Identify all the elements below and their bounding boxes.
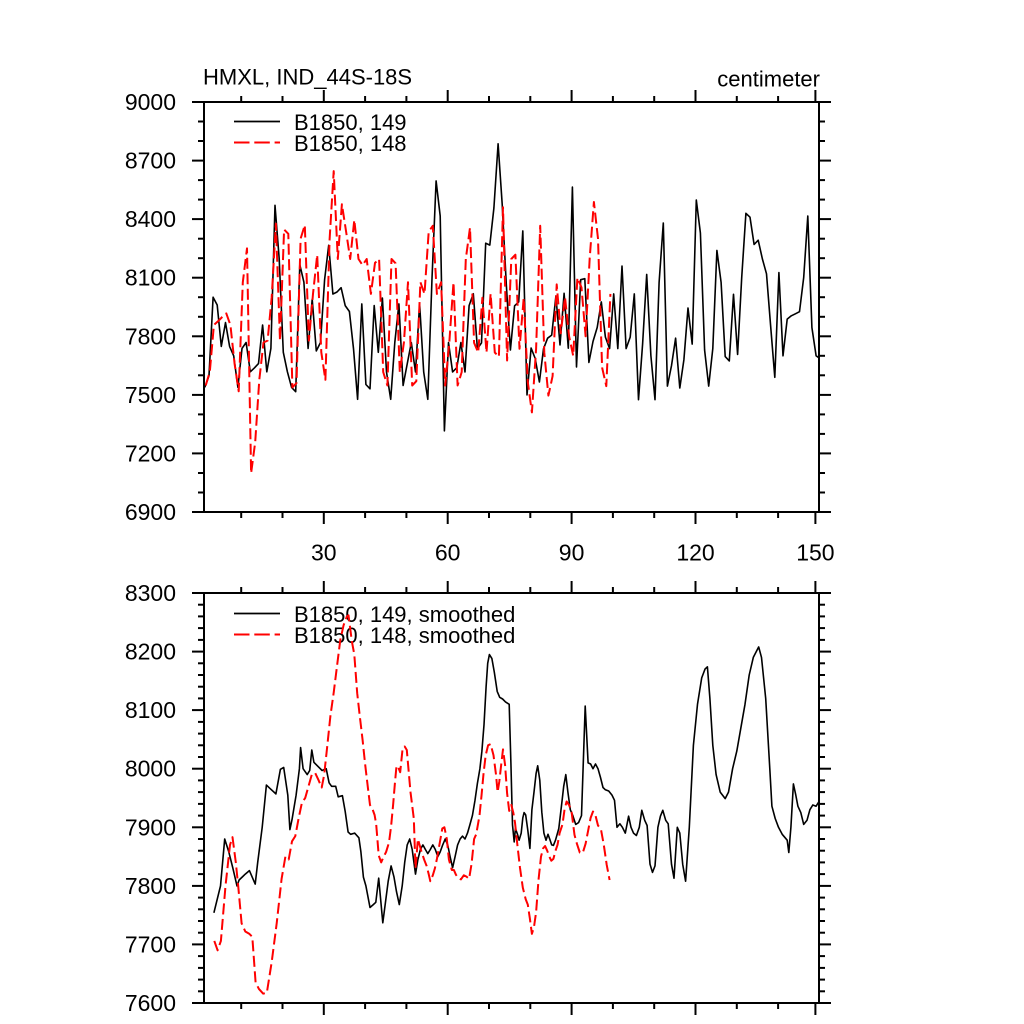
svg-text:8400: 8400 [125, 206, 176, 232]
svg-text:8200: 8200 [125, 639, 176, 665]
svg-text:90: 90 [559, 540, 585, 566]
svg-text:7700: 7700 [125, 931, 176, 957]
svg-text:8000: 8000 [125, 756, 176, 782]
svg-text:7900: 7900 [125, 814, 176, 840]
svg-text:60: 60 [435, 540, 461, 566]
svg-text:6900: 6900 [125, 499, 176, 525]
svg-text:120: 120 [676, 540, 714, 566]
svg-text:8100: 8100 [125, 265, 176, 291]
svg-text:centimeter: centimeter [717, 67, 820, 92]
svg-text:7800: 7800 [125, 323, 176, 349]
svg-text:B1850, 148: B1850, 148 [294, 131, 407, 156]
svg-text:7200: 7200 [125, 440, 176, 466]
svg-text:7800: 7800 [125, 873, 176, 899]
svg-text:9000: 9000 [125, 89, 176, 115]
svg-text:B1850, 149, smoothed: B1850, 149, smoothed [294, 602, 515, 627]
svg-text:8300: 8300 [125, 580, 176, 606]
svg-text:30: 30 [311, 540, 337, 566]
svg-text:7500: 7500 [125, 382, 176, 408]
svg-text:B1850, 149: B1850, 149 [294, 110, 407, 135]
svg-text:HMXL, IND_44S-18S: HMXL, IND_44S-18S [203, 65, 412, 90]
svg-text:B1850, 148, smoothed: B1850, 148, smoothed [294, 623, 515, 648]
svg-text:150: 150 [796, 540, 834, 566]
svg-text:7600: 7600 [125, 990, 176, 1016]
svg-text:8700: 8700 [125, 148, 176, 174]
svg-text:8100: 8100 [125, 697, 176, 723]
